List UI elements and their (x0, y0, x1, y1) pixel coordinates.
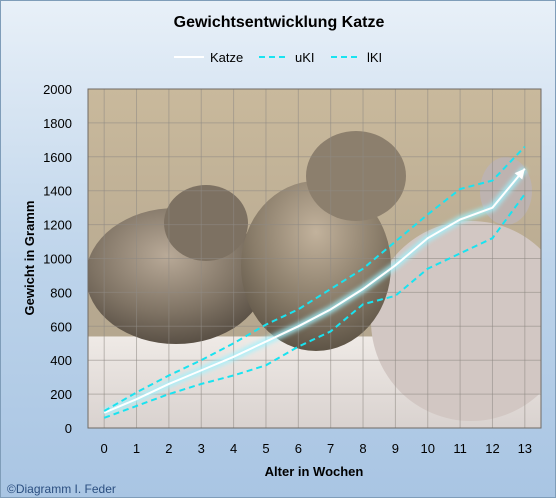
y-tick-label: 1200 (43, 218, 72, 233)
legend-label-uki: uKI (295, 50, 315, 65)
y-tick-label: 400 (50, 353, 72, 368)
x-tick-label: 3 (198, 441, 205, 456)
background-kitten-left-head (164, 185, 248, 261)
x-tick-label: 12 (485, 441, 499, 456)
x-tick-label: 4 (230, 441, 237, 456)
plot-border (87, 88, 542, 429)
legend: Katze uKI lKI (174, 50, 382, 65)
y-tick-label: 1400 (43, 184, 72, 199)
x-tick-label: 6 (295, 441, 302, 456)
y-tick-label: 0 (65, 421, 72, 436)
y-axis-ticks: 0 200 400 600 800 1000 1200 1400 1600 1800 2000 (43, 82, 72, 436)
y-tick-label: 2000 (43, 82, 72, 97)
background-kitten-right (241, 181, 391, 351)
x-tick-label: 7 (327, 441, 334, 456)
background-adult-cat (371, 221, 541, 421)
y-tick-label: 1600 (43, 150, 72, 165)
x-tick-label: 0 (101, 441, 108, 456)
credit-text: ©Diagramm I. Feder (7, 482, 116, 496)
x-tick-label: 1 (133, 441, 140, 456)
y-tick-label: 1800 (43, 116, 72, 131)
x-tick-label: 8 (359, 441, 366, 456)
grid-lines (88, 88, 541, 429)
series-arrowhead-katze (514, 168, 525, 180)
y-axis-label: Gewicht in Gramm (22, 201, 37, 316)
chart-title: Gewichtsentwicklung Katze (174, 14, 385, 31)
x-tick-label: 9 (392, 441, 399, 456)
x-tick-label: 11 (453, 441, 467, 456)
x-axis-ticks: 0 1 2 3 4 5 6 7 8 9 10 11 12 13 (101, 441, 532, 456)
x-axis-label: Alter in Wochen (265, 464, 364, 479)
legend-label-katze: Katze (210, 50, 243, 65)
series-line-katze (103, 168, 526, 414)
series-line-lki (103, 193, 526, 419)
background-photo (88, 89, 541, 428)
x-tick-label: 2 (165, 441, 172, 456)
x-tick-label: 5 (262, 441, 269, 456)
background-kitten-right-head (306, 131, 406, 221)
series-lines (102, 145, 528, 419)
legend-label-lki: lKI (367, 50, 382, 65)
x-tick-label: 13 (518, 441, 532, 456)
x-tick-label: 10 (421, 441, 435, 456)
y-tick-label: 600 (50, 319, 72, 334)
y-tick-label: 800 (50, 285, 72, 300)
y-tick-label: 200 (50, 387, 72, 402)
series-line-uki (103, 145, 526, 412)
y-tick-label: 1000 (43, 252, 72, 267)
